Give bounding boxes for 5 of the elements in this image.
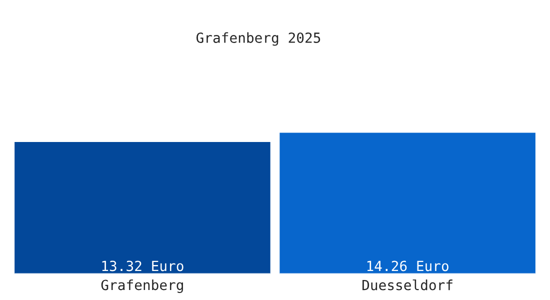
x-tick-label: Grafenberg xyxy=(101,279,183,293)
data-label: 13.32 Euro xyxy=(102,260,184,272)
chart-title: Grafenberg 2025 xyxy=(196,32,320,46)
x-tick-label: Duesseldorf xyxy=(362,279,452,290)
data-label: 14.26 Euro xyxy=(367,260,448,272)
